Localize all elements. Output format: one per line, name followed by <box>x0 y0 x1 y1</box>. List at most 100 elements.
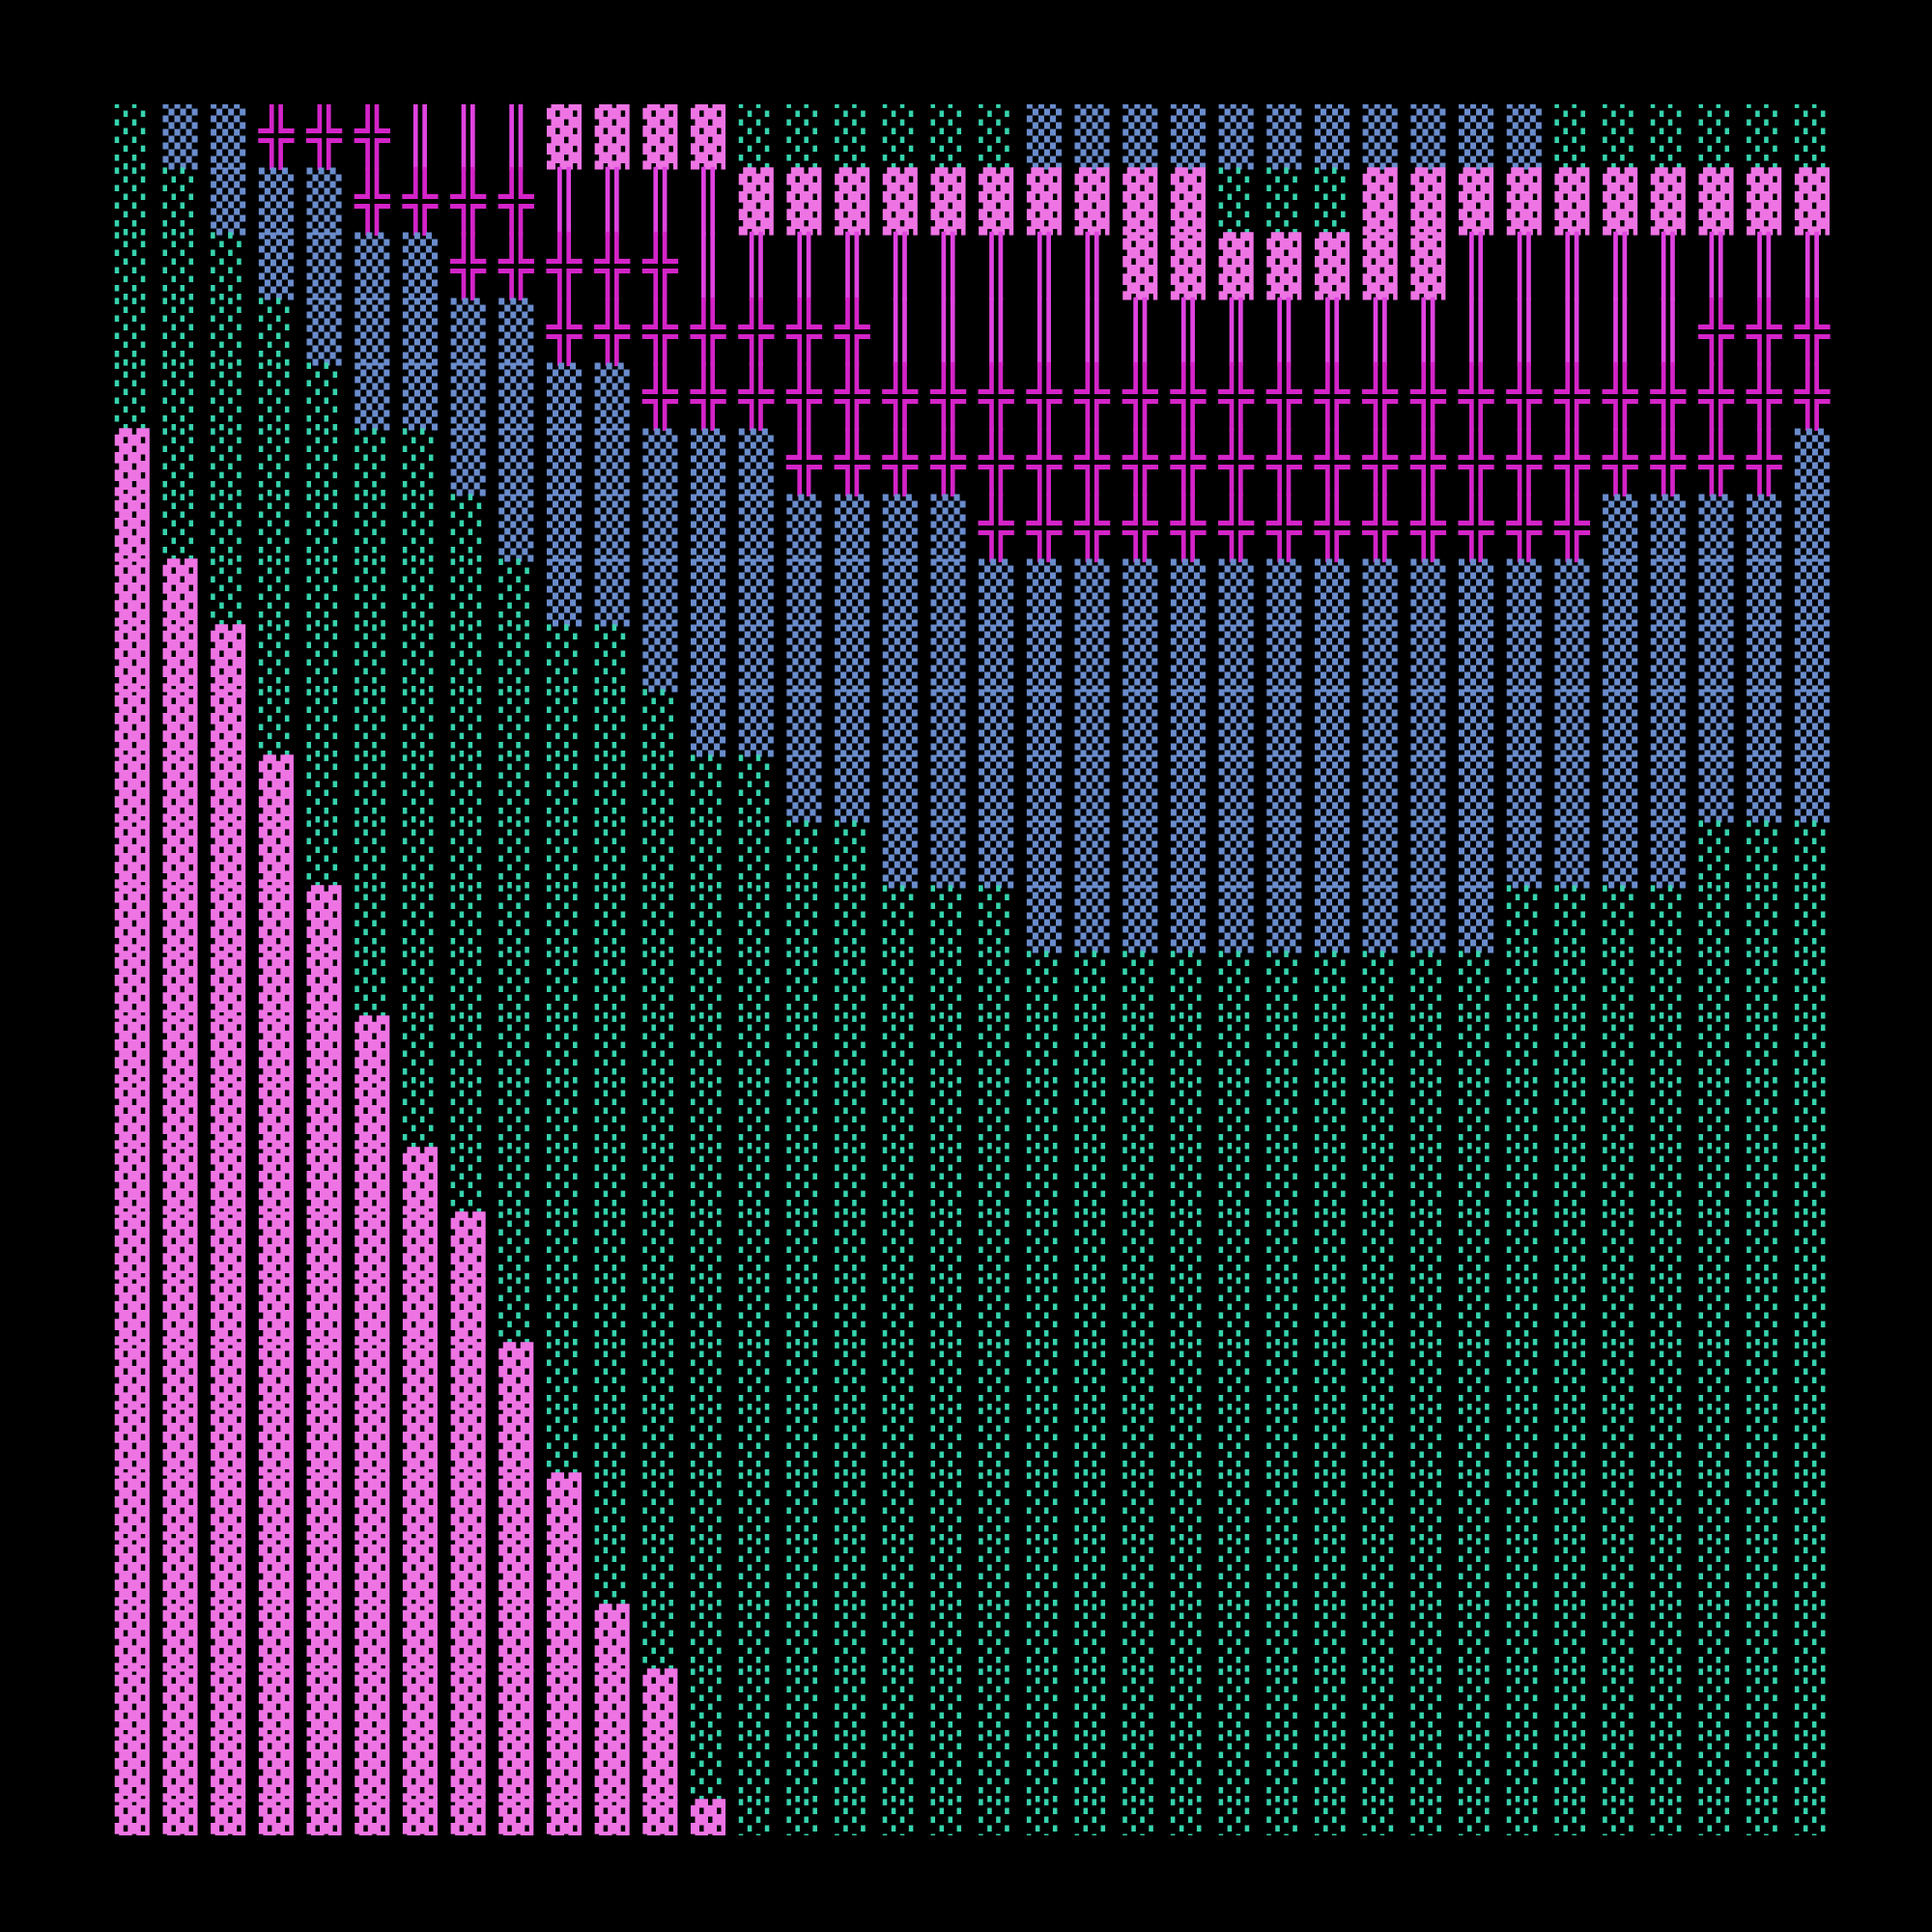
glyph: ░ <box>642 1147 678 1215</box>
glyph: ▓ <box>1747 167 1782 236</box>
glyph: ░ <box>1074 1734 1110 1803</box>
glyph: ▒ <box>258 167 294 236</box>
glyph: ░ <box>1362 951 1398 1019</box>
glyph: ░ <box>738 1343 774 1411</box>
glyph: ▓ <box>930 167 966 236</box>
glyph-row: ░▒▒╬╬╬║║║▓▓▓▓░░░░░░▒▒▒▒▒▒▒▒▒▒▒░░░░░░░ <box>108 104 1833 170</box>
glyph: ░ <box>1506 1669 1542 1738</box>
glyph: ▓ <box>594 1734 630 1803</box>
glyph: ▓ <box>642 1669 678 1738</box>
glyph: ▒ <box>1218 690 1254 758</box>
glyph: ╬ <box>1506 494 1542 562</box>
glyph: ░ <box>642 1407 678 1476</box>
glyph: ▓ <box>114 820 150 889</box>
glyph: ░ <box>979 1539 1014 1607</box>
glyph: ╬ <box>1698 298 1734 366</box>
glyph: ░ <box>1074 1147 1110 1215</box>
glyph: ▒ <box>1362 104 1398 170</box>
glyph: ░ <box>1459 1081 1494 1150</box>
glyph: ║ <box>930 298 966 366</box>
glyph: ░ <box>1650 1604 1686 1672</box>
glyph: ░ <box>594 1407 630 1476</box>
glyph: ▓ <box>162 1277 198 1346</box>
glyph: ░ <box>786 1407 822 1476</box>
glyph: ▒ <box>1122 820 1158 889</box>
glyph: ░ <box>642 1604 678 1672</box>
glyph-row: ▓▓▓▓▓▓▓▓░░░░░░░░░░░░░░░░░░░░░░░░░░░░░ <box>108 1277 1833 1346</box>
glyph: ░ <box>930 1407 966 1476</box>
glyph: ▒ <box>355 233 390 301</box>
glyph: ░ <box>1362 1407 1398 1476</box>
glyph: ╬ <box>882 428 918 497</box>
glyph: ▓ <box>114 1016 150 1085</box>
glyph: ░ <box>1122 1539 1158 1607</box>
glyph: ░ <box>546 1147 582 1215</box>
glyph: ░ <box>691 1473 726 1542</box>
glyph: ▒ <box>642 428 678 497</box>
glyph: ▒ <box>1506 690 1542 758</box>
glyph: ░ <box>498 820 534 889</box>
glyph: ░ <box>882 1669 918 1738</box>
glyph: ░ <box>1410 1669 1446 1738</box>
glyph: ▒ <box>691 690 726 758</box>
glyph: ░ <box>1266 1539 1302 1607</box>
glyph: ▓ <box>355 1016 390 1085</box>
glyph: ▓ <box>1603 167 1638 236</box>
glyph: ░ <box>1698 1407 1734 1476</box>
glyph: ▓ <box>498 1473 534 1542</box>
glyph: ░ <box>1554 1407 1590 1476</box>
glyph: ║ <box>835 233 870 301</box>
glyph: ╬ <box>498 167 534 236</box>
glyph: ░ <box>1747 1343 1782 1411</box>
glyph: ▓ <box>306 1734 342 1803</box>
glyph: ░ <box>882 1604 918 1672</box>
glyph: ░ <box>1506 1343 1542 1411</box>
glyph: ╬ <box>594 298 630 366</box>
glyph: ▒ <box>1459 624 1494 693</box>
glyph: ░ <box>1026 1212 1062 1281</box>
glyph: ▒ <box>1122 886 1158 954</box>
glyph: ▒ <box>1314 624 1350 693</box>
glyph: ░ <box>498 951 534 1019</box>
glyph: ░ <box>1074 1212 1110 1281</box>
glyph: ▒ <box>1554 754 1590 823</box>
glyph: ▓ <box>498 1407 534 1476</box>
glyph: ▓ <box>594 1800 630 1835</box>
glyph: ▓ <box>114 1473 150 1542</box>
glyph: ░ <box>355 690 390 758</box>
glyph: ░ <box>1459 1604 1494 1672</box>
glyph: ░ <box>1362 1539 1398 1607</box>
glyph: ╬ <box>1747 363 1782 432</box>
glyph: ▓ <box>1410 233 1446 301</box>
glyph: ▓ <box>258 820 294 889</box>
glyph: ░ <box>162 167 198 236</box>
glyph: ▓ <box>258 1147 294 1215</box>
glyph: ░ <box>1698 1734 1734 1803</box>
glyph: ▓ <box>546 1604 582 1672</box>
glyph: ╬ <box>882 363 918 432</box>
glyph: ░ <box>546 690 582 758</box>
glyph: ║ <box>1170 298 1207 366</box>
glyph: ░ <box>355 624 390 693</box>
glyph: ╬ <box>1218 428 1254 497</box>
glyph: ░ <box>546 624 582 693</box>
glyph: ░ <box>258 298 294 366</box>
glyph: ▒ <box>546 428 582 497</box>
glyph: ░ <box>835 886 870 954</box>
glyph: ▒ <box>1506 559 1542 628</box>
glyph: ░ <box>1314 1343 1350 1411</box>
glyph: ▓ <box>1218 233 1254 301</box>
glyph: ░ <box>1650 1734 1686 1803</box>
glyph: ╬ <box>1314 428 1350 497</box>
glyph: ░ <box>1218 1604 1254 1672</box>
glyph: ▓ <box>355 1407 390 1476</box>
glyph: ▓ <box>162 624 198 693</box>
glyph: ░ <box>1554 1081 1590 1150</box>
glyph: ▓ <box>162 886 198 954</box>
glyph: ╬ <box>355 104 390 170</box>
glyph: ▓ <box>402 1212 439 1281</box>
glyph: ▓ <box>306 1081 342 1150</box>
glyph: ░ <box>786 1539 822 1607</box>
glyph: ▒ <box>738 624 774 693</box>
glyph: ░ <box>1218 1539 1254 1607</box>
